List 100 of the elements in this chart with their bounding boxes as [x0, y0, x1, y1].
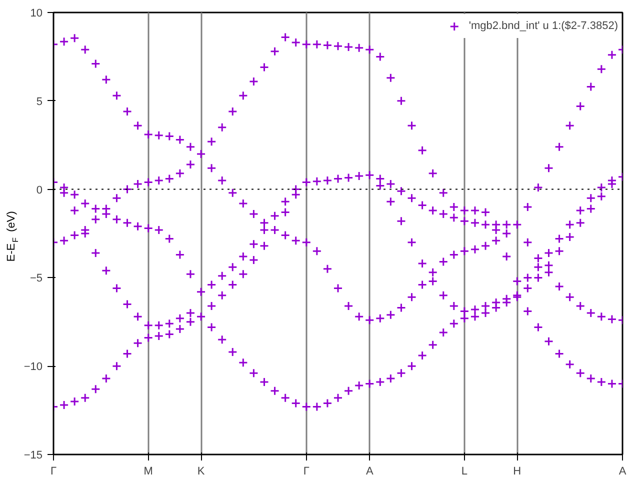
point — [544, 268, 554, 278]
point — [186, 269, 196, 279]
point — [596, 312, 606, 322]
point — [248, 255, 258, 265]
point — [460, 314, 470, 324]
point — [554, 142, 564, 152]
point — [206, 163, 216, 173]
point — [596, 377, 606, 387]
point — [396, 368, 406, 378]
point — [407, 120, 417, 130]
point — [522, 306, 532, 316]
point — [354, 380, 364, 390]
point — [533, 322, 543, 332]
point — [438, 188, 448, 198]
point — [291, 190, 301, 200]
point — [175, 314, 185, 324]
point — [565, 360, 575, 370]
point — [418, 350, 428, 360]
point — [522, 272, 532, 282]
legend-label: 'mgb2.bnd_int' u 1:($2-7.3852) — [468, 20, 618, 32]
point — [90, 248, 100, 258]
point — [502, 252, 512, 262]
point — [164, 318, 174, 328]
point — [512, 220, 522, 230]
point — [480, 308, 490, 318]
x-tick-label: K — [197, 466, 206, 478]
point — [480, 241, 490, 251]
point — [554, 234, 564, 244]
point — [238, 358, 248, 368]
point — [576, 301, 586, 311]
point — [322, 176, 332, 186]
point — [428, 206, 438, 216]
point — [322, 264, 332, 274]
point — [386, 374, 396, 384]
point — [449, 318, 459, 328]
point — [470, 304, 480, 314]
point — [438, 209, 448, 219]
point — [565, 292, 575, 302]
point — [228, 106, 238, 116]
point — [186, 160, 196, 170]
point — [449, 202, 459, 212]
point — [186, 317, 196, 327]
point — [302, 177, 312, 187]
point — [248, 239, 258, 249]
point — [248, 368, 258, 378]
point — [206, 280, 216, 290]
point — [80, 44, 90, 54]
point — [480, 301, 490, 311]
point — [375, 181, 385, 191]
point — [175, 168, 185, 178]
point — [291, 398, 301, 408]
point — [122, 299, 132, 309]
point — [270, 225, 280, 235]
point — [407, 193, 417, 203]
point — [280, 32, 290, 42]
point — [270, 46, 280, 56]
point — [502, 228, 512, 238]
point — [607, 379, 617, 389]
point — [491, 236, 501, 246]
point — [186, 142, 196, 152]
point — [164, 234, 174, 244]
point — [449, 301, 459, 311]
point — [217, 271, 227, 281]
point — [576, 206, 586, 216]
point — [154, 176, 164, 186]
point — [112, 193, 122, 203]
point — [206, 301, 216, 311]
x-tick-label: H — [513, 466, 522, 478]
point — [344, 173, 354, 183]
point — [533, 262, 543, 272]
point — [312, 176, 322, 186]
point — [217, 176, 227, 186]
point — [112, 284, 122, 294]
point — [112, 361, 122, 371]
x-tick-label: Γ — [303, 466, 310, 478]
point — [175, 135, 185, 145]
point — [480, 208, 490, 218]
point — [576, 101, 586, 111]
point — [544, 163, 554, 173]
point — [322, 40, 332, 50]
point — [322, 398, 332, 408]
point — [418, 146, 428, 156]
point — [607, 314, 617, 324]
point — [154, 130, 164, 140]
point — [238, 198, 248, 208]
point — [449, 250, 459, 260]
point — [196, 287, 206, 297]
point — [280, 196, 290, 206]
point — [554, 348, 564, 358]
point — [460, 306, 470, 316]
point — [491, 220, 501, 230]
point — [312, 246, 322, 256]
point — [407, 238, 417, 248]
point — [386, 310, 396, 320]
point — [544, 336, 554, 346]
point — [164, 330, 174, 340]
x-tick-label: L — [461, 466, 468, 478]
point — [533, 254, 543, 263]
point — [217, 334, 227, 344]
point — [491, 303, 501, 313]
